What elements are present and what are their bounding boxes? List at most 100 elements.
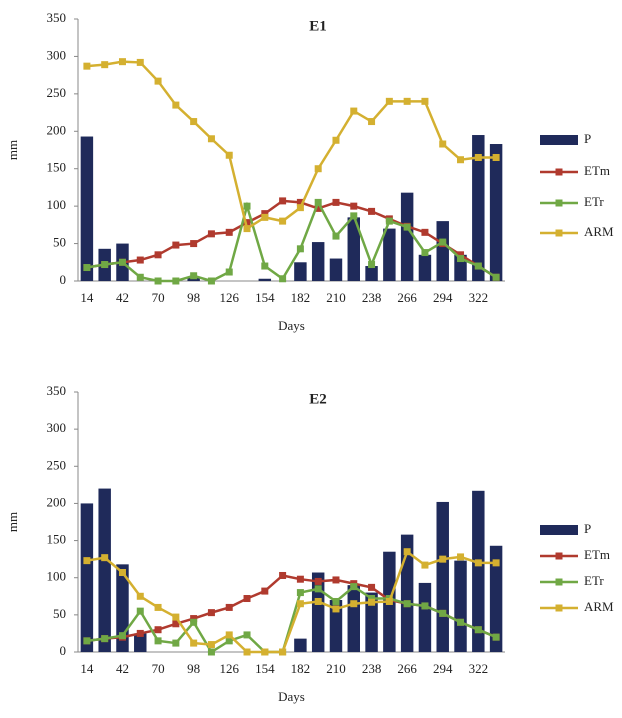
- marker: [101, 261, 109, 269]
- marker: [403, 223, 411, 231]
- y-tick-label: 100: [47, 197, 67, 212]
- marker: [403, 548, 411, 556]
- bar: [472, 135, 485, 281]
- y-tick-label: 350: [47, 10, 67, 25]
- marker: [136, 58, 144, 66]
- marker: [136, 273, 144, 281]
- marker: [172, 613, 180, 621]
- bar: [80, 503, 94, 652]
- legend-marker: [555, 552, 563, 560]
- marker: [207, 230, 215, 238]
- marker: [261, 587, 269, 595]
- marker: [225, 151, 233, 159]
- marker: [332, 576, 340, 584]
- bar: [98, 488, 111, 652]
- marker: [83, 637, 91, 645]
- marker: [154, 251, 162, 259]
- marker: [314, 585, 322, 593]
- marker: [279, 197, 287, 205]
- bar: [134, 633, 147, 652]
- x-tick-label: 14: [80, 290, 94, 305]
- legend-marker: [555, 604, 563, 612]
- y-tick-label: 0: [60, 643, 67, 658]
- bar: [436, 501, 449, 652]
- marker: [243, 225, 251, 233]
- legend-label: ETm: [584, 163, 610, 178]
- marker: [190, 272, 198, 280]
- marker: [314, 577, 322, 585]
- marker: [225, 637, 233, 645]
- bar: [329, 258, 343, 281]
- marker: [190, 639, 198, 647]
- marker: [350, 202, 358, 210]
- x-tick-label: 238: [362, 290, 382, 305]
- marker: [332, 605, 340, 613]
- marker: [101, 61, 109, 69]
- marker: [172, 241, 180, 249]
- marker: [457, 255, 465, 263]
- marker: [261, 213, 269, 221]
- marker: [350, 107, 358, 115]
- marker: [279, 571, 287, 579]
- x-tick-label: 14: [80, 661, 94, 676]
- marker: [154, 637, 162, 645]
- marker: [314, 165, 322, 173]
- x-tick-label: 154: [255, 290, 275, 305]
- marker: [261, 210, 269, 218]
- marker: [368, 261, 376, 269]
- bar: [489, 144, 503, 281]
- bar: [347, 217, 360, 281]
- marker: [439, 238, 447, 246]
- marker: [296, 245, 304, 253]
- x-tick-label: 42: [116, 661, 129, 676]
- marker: [368, 583, 376, 591]
- legend-label: ETr: [584, 194, 604, 209]
- marker: [207, 135, 215, 143]
- marker: [207, 648, 215, 656]
- y-tick-label: 300: [47, 47, 67, 62]
- marker: [83, 62, 91, 70]
- x-tick-label: 154: [255, 661, 275, 676]
- legend-marker: [555, 229, 563, 237]
- marker: [118, 258, 126, 266]
- marker: [439, 140, 447, 148]
- marker: [279, 217, 287, 225]
- marker: [368, 207, 376, 215]
- x-tick-label: 42: [116, 290, 129, 305]
- marker: [243, 595, 251, 603]
- marker: [261, 262, 269, 270]
- marker: [207, 641, 215, 649]
- marker: [457, 618, 465, 626]
- bar: [472, 490, 485, 652]
- y-tick-label: 0: [60, 272, 67, 287]
- marker: [385, 597, 393, 605]
- x-tick-label: 294: [433, 290, 453, 305]
- marker: [118, 569, 126, 577]
- bar: [311, 242, 325, 281]
- y-tick-label: 50: [53, 235, 66, 250]
- legend-label: ETm: [584, 547, 610, 562]
- marker: [403, 97, 411, 105]
- x-tick-label: 322: [469, 290, 489, 305]
- marker: [225, 603, 233, 611]
- marker: [492, 633, 500, 641]
- marker: [190, 240, 198, 248]
- bar: [258, 278, 272, 281]
- marker: [350, 583, 358, 591]
- marker: [421, 228, 429, 236]
- marker: [314, 204, 322, 212]
- marker: [190, 118, 198, 126]
- marker: [118, 632, 126, 640]
- x-tick-label: 322: [469, 661, 489, 676]
- x-axis-label: Days: [278, 689, 305, 704]
- marker: [243, 219, 251, 227]
- marker: [154, 626, 162, 634]
- bar: [365, 266, 378, 281]
- marker: [457, 251, 465, 259]
- marker: [190, 618, 198, 626]
- y-tick-label: 200: [47, 494, 67, 509]
- chart-title: E2: [309, 391, 327, 407]
- legend-marker: [555, 168, 563, 176]
- marker: [136, 629, 144, 637]
